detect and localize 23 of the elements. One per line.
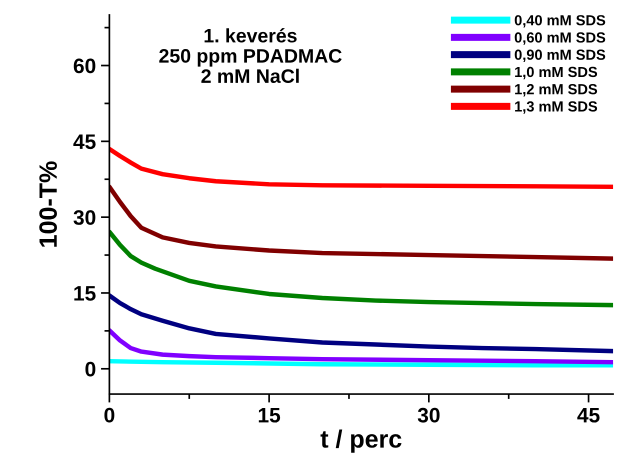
x-tick-label: 15 [258, 408, 280, 423]
annotation: 1. keverés 250 ppm PDADMAC 2 mM NaCl [159, 28, 342, 84]
legend-label: 0,90 mM SDS [514, 50, 606, 62]
line-series [109, 230, 614, 308]
x-tick-label: 30 [418, 408, 440, 423]
line-series [109, 293, 614, 354]
y-tick-label: 45 [73, 134, 96, 150]
x-axis-title: t / perc [320, 429, 402, 453]
line-series [109, 146, 614, 190]
y-axis-title: 100-T% [39, 161, 57, 247]
legend-label: 1,0 mM SDS [515, 66, 598, 80]
y-tick-label: 30 [74, 210, 96, 225]
y-tick-label: 15 [74, 286, 96, 301]
legend-label: 0,60 mM SDS [514, 32, 606, 45]
line-series [109, 184, 614, 261]
y-tick-label: 60 [74, 58, 96, 74]
line-series [109, 328, 614, 364]
x-tick-label: 45 [577, 408, 600, 423]
legend-label: 0,40 mM SDS [514, 15, 606, 28]
legend-label: 1,2 mM SDS [515, 84, 598, 96]
y-tick-label: 0 [85, 362, 96, 377]
x-tick-label: 0 [104, 408, 114, 423]
legend-label: 1,3 mM SDS [515, 101, 598, 114]
